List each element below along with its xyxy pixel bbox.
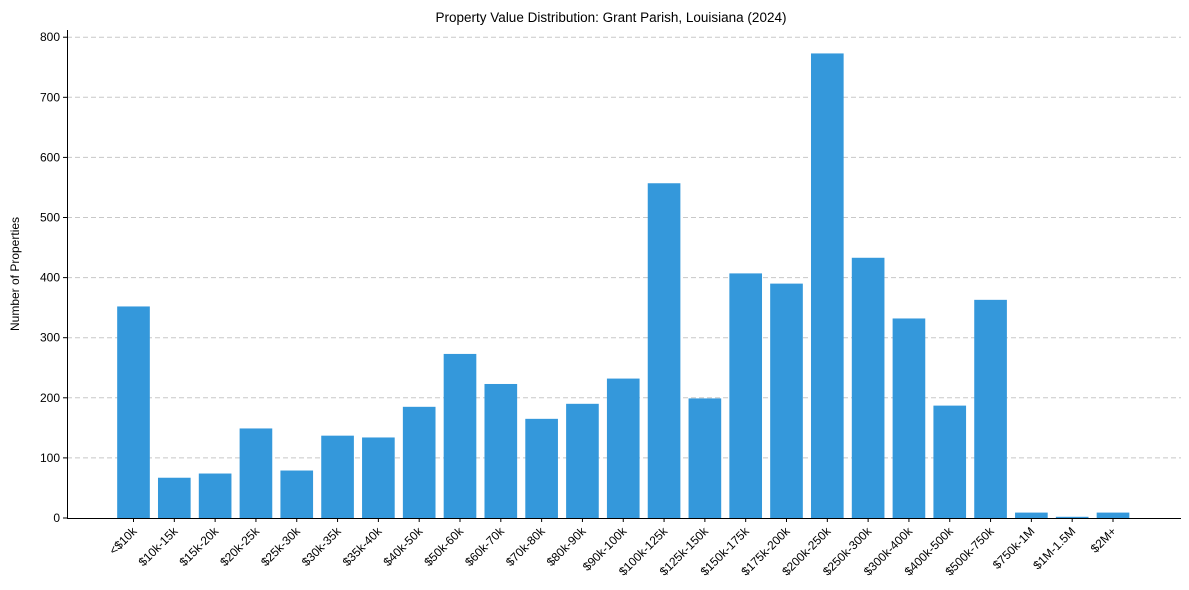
x-tick-label: $10k-15k (136, 524, 182, 570)
x-tick-label: <$10k (106, 524, 140, 558)
bar (484, 383, 518, 518)
bar (1055, 516, 1089, 518)
x-tick-label: $60k-70k (462, 524, 508, 570)
bar (729, 273, 763, 518)
bar (974, 299, 1007, 518)
y-axis-label: Number of Properties (8, 217, 22, 331)
y-tick-label: 800 (40, 30, 60, 44)
bar (443, 353, 477, 518)
bar (1015, 512, 1048, 518)
y-tick-label: 700 (40, 90, 60, 104)
x-tick-label: $70k-80k (503, 524, 549, 570)
bar (606, 378, 640, 518)
x-tick-label: $35k-40k (340, 524, 386, 570)
y-tick-label: 300 (40, 331, 60, 345)
bar (566, 403, 599, 518)
bar (198, 473, 232, 518)
bar (402, 406, 436, 518)
y-tick-label: 500 (40, 211, 60, 225)
x-tick-label: $750k-1M (990, 524, 1038, 572)
bar (1096, 512, 1130, 518)
y-axis-ticks: 0 100 200 300 400 500 600 700 800 (40, 30, 67, 525)
x-tick-label: $25k-30k (258, 524, 304, 570)
x-tick-label: $30k-35k (299, 524, 345, 570)
bar (933, 405, 967, 518)
x-tick-label: $2M+ (1088, 524, 1119, 555)
bar (810, 53, 844, 519)
y-tick-label: 200 (40, 391, 60, 405)
bars (117, 53, 1130, 519)
bar (362, 437, 395, 518)
y-tick-label: 400 (40, 271, 60, 285)
chart-title: Property Value Distribution: Grant Paris… (436, 10, 787, 25)
x-tick-label: $40k-50k (380, 524, 426, 570)
x-tick-label: $20k-25k (217, 524, 263, 570)
bar (525, 418, 558, 518)
bar (851, 257, 885, 518)
bar (280, 470, 314, 518)
y-tick-label: 100 (40, 451, 60, 465)
gridlines (67, 36, 1181, 459)
bar (321, 435, 354, 518)
bar (157, 477, 191, 518)
x-tick-label: $15k-20k (176, 524, 222, 570)
y-tick-label: 0 (53, 511, 60, 525)
x-tick-label: $1M-1.5M (1030, 524, 1078, 572)
bar (647, 183, 681, 519)
bar (117, 306, 150, 518)
bar (688, 398, 722, 518)
y-tick-label: 600 (40, 150, 60, 164)
bar (239, 428, 273, 518)
x-tick-label: $50k-60k (421, 524, 467, 570)
bar (770, 283, 803, 518)
x-axis-ticks: <$10k$10k-15k$15k-20k$20k-25k$25k-30k$30… (106, 518, 1119, 578)
bar (892, 318, 926, 518)
